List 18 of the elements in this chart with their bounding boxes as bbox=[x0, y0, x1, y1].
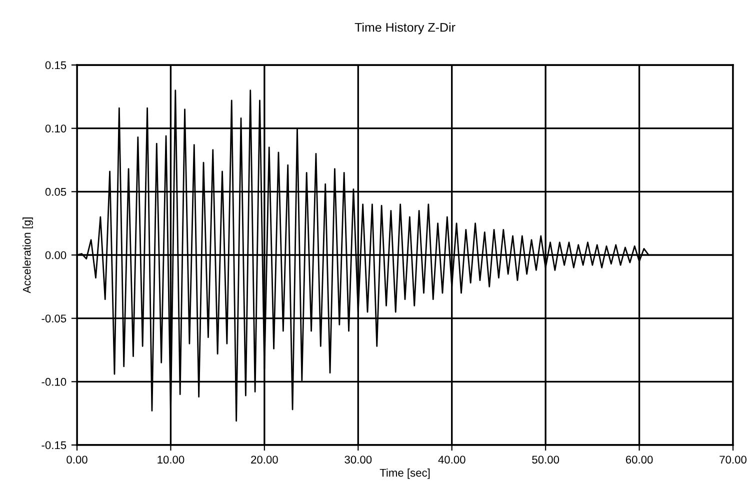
x-tick-label: 0.00 bbox=[66, 456, 88, 464]
x-tick-label: 30.00 bbox=[344, 456, 372, 464]
chart-title: Time History Z-Dir bbox=[354, 22, 456, 34]
y-tick-label: 0.05 bbox=[45, 188, 66, 196]
y-tick-label: 0.10 bbox=[45, 124, 66, 132]
y-tick-label: 0.15 bbox=[45, 61, 66, 70]
x-tick-label: 10.00 bbox=[158, 456, 184, 464]
x-tick-label: 20.00 bbox=[251, 456, 278, 464]
y-tick-label: 0.00 bbox=[45, 251, 66, 260]
x-tick-label: 60.00 bbox=[626, 456, 653, 464]
x-axis-title: Time [sec] bbox=[380, 468, 430, 479]
y-tick-label: -0.05 bbox=[42, 314, 66, 322]
y-tick-label: -0.10 bbox=[42, 378, 66, 386]
y-axis-title: Acceleration [g] bbox=[22, 218, 33, 294]
x-tick-label: 40.00 bbox=[438, 456, 466, 464]
x-tick-label: 50.00 bbox=[532, 456, 560, 464]
y-tick-label: -0.15 bbox=[42, 441, 66, 450]
x-tick-label: 70.00 bbox=[720, 456, 746, 464]
